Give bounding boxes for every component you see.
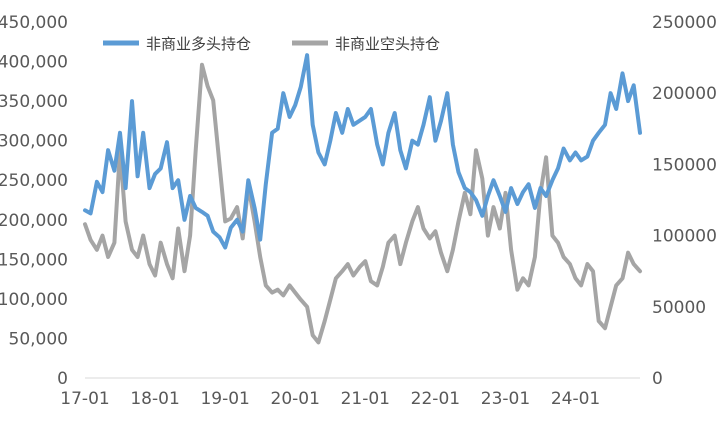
- legend: 非商业多头持仓 非商业空头持仓: [103, 35, 440, 53]
- x-tick-label: 21-01: [341, 389, 390, 409]
- right-tick-label: 150000: [652, 155, 716, 175]
- series-line-short: [83, 62, 642, 345]
- left-tick-label: 150,000: [0, 250, 68, 270]
- x-tick-label: 19-01: [200, 389, 249, 409]
- left-tick-label: 50,000: [9, 329, 68, 349]
- series-line-long: [83, 53, 642, 250]
- plot-area: [83, 53, 642, 345]
- right-y-axis: 0 50000 100000 150000 200000 250000: [652, 13, 716, 389]
- x-tick-label: 23-01: [481, 389, 530, 409]
- x-tick-label: 20-01: [271, 389, 320, 409]
- right-tick-label: 250000: [652, 13, 716, 33]
- left-tick-label: 450,000: [0, 13, 68, 33]
- x-tick-label: 24-01: [551, 389, 600, 409]
- x-axis: 17-01 18-01 19-01 20-01 21-01 22-01 23-01 24-01: [60, 377, 640, 409]
- left-tick-label: 400,000: [0, 53, 68, 73]
- legend-label-short: 非商业空头持仓: [335, 35, 440, 53]
- left-y-axis: 0 50,000 100,000 150,000 200,000 250,000 300,0…: [0, 13, 68, 389]
- right-tick-label: 50000: [652, 298, 706, 318]
- x-tick-label: 22-01: [411, 389, 460, 409]
- right-tick-label: 200000: [652, 84, 716, 104]
- legend-label-long: 非商业多头持仓: [146, 35, 251, 53]
- x-tick-label: 17-01: [60, 389, 109, 409]
- right-tick-label: 0: [652, 369, 663, 389]
- left-tick-label: 100,000: [0, 290, 68, 310]
- right-tick-label: 100000: [652, 227, 716, 247]
- x-tick-label: 18-01: [130, 389, 179, 409]
- left-tick-label: 200,000: [0, 211, 68, 231]
- left-tick-label: 300,000: [0, 132, 68, 152]
- left-tick-label: 350,000: [0, 92, 68, 112]
- left-tick-label: 250,000: [0, 171, 68, 191]
- left-tick-label: 0: [57, 369, 68, 389]
